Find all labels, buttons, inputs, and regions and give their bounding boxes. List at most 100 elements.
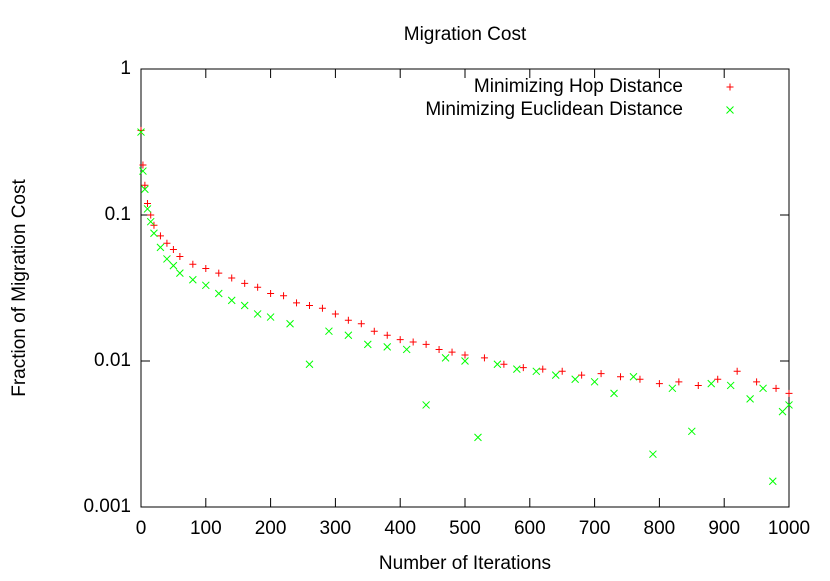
point: [714, 375, 722, 383]
point: [143, 205, 152, 213]
point: [286, 319, 294, 328]
point: [778, 407, 787, 416]
point: [293, 299, 301, 307]
legend-marker: [726, 106, 734, 114]
point: [396, 336, 404, 344]
point: [357, 320, 365, 328]
point: [733, 367, 741, 375]
point: [214, 289, 223, 298]
point: [141, 181, 149, 189]
point: [383, 342, 392, 351]
plot-frame: [140, 68, 790, 508]
point: [500, 360, 508, 368]
point: [150, 229, 158, 238]
point: [169, 246, 177, 254]
point: [280, 292, 288, 300]
x-tick-label: 300: [320, 518, 352, 539]
point: [318, 304, 326, 312]
point: [325, 327, 333, 336]
point: [188, 275, 197, 284]
point: [189, 260, 197, 268]
point: [202, 265, 210, 273]
x-tick-label: 900: [708, 518, 740, 539]
point: [617, 373, 625, 381]
point: [435, 345, 443, 353]
point: [551, 371, 560, 380]
point: [266, 313, 275, 321]
legend-marker: [726, 83, 734, 91]
x-tick-label: 0: [136, 518, 147, 539]
point: [137, 126, 145, 134]
point: [156, 243, 165, 252]
point: [163, 239, 171, 247]
point: [201, 281, 210, 290]
y-tick-label: 0.1: [105, 204, 131, 225]
point: [675, 378, 683, 386]
point: [163, 255, 171, 263]
y-tick-label: 1: [120, 58, 131, 79]
point: [636, 375, 644, 383]
point: [610, 389, 618, 398]
y-tick-label: 0.01: [94, 350, 131, 371]
point: [578, 371, 586, 379]
point: [558, 367, 566, 375]
legend-label: Minimizing Hop Distance: [474, 76, 683, 97]
chart-title: Migration Cost: [404, 24, 527, 45]
point: [228, 274, 236, 282]
point: [363, 340, 372, 349]
point: [571, 375, 580, 384]
point: [785, 389, 793, 397]
x-tick-label: 500: [449, 518, 481, 539]
point: [305, 301, 313, 309]
point: [785, 401, 793, 409]
point: [176, 252, 184, 260]
point: [694, 381, 702, 389]
x-tick-label: 400: [384, 518, 416, 539]
point: [139, 167, 147, 175]
point: [370, 327, 378, 335]
point: [146, 217, 155, 226]
point: [753, 378, 761, 386]
point: [402, 345, 411, 354]
point: [539, 365, 547, 373]
point: [461, 351, 469, 359]
x-axis-label: Number of Iterations: [379, 553, 551, 574]
point: [519, 364, 527, 372]
point: [141, 185, 149, 194]
point: [597, 370, 605, 378]
point: [331, 310, 339, 318]
point: [409, 338, 417, 346]
x-tick-label: 200: [255, 518, 287, 539]
x-tick-label: 800: [644, 518, 676, 539]
point: [746, 395, 754, 403]
point: [143, 199, 151, 207]
legend-label: Minimizing Euclidean Distance: [425, 99, 683, 120]
point: [156, 232, 164, 240]
x-tick-label: 600: [514, 518, 546, 539]
y-tick-label: 0.001: [83, 496, 131, 517]
point: [215, 269, 223, 277]
x-tick-label: 100: [190, 518, 222, 539]
point: [772, 384, 780, 392]
point: [532, 367, 541, 376]
point: [169, 261, 178, 270]
point: [383, 331, 391, 339]
x-tick-label: 700: [579, 518, 611, 539]
point: [493, 360, 502, 369]
point: [668, 384, 677, 393]
point: [254, 283, 262, 291]
point: [227, 296, 236, 305]
point: [267, 289, 275, 297]
point: [139, 161, 147, 169]
point: [768, 477, 777, 486]
point: [629, 372, 638, 381]
point: [726, 381, 735, 390]
point: [344, 331, 353, 340]
point: [137, 128, 145, 136]
point: [441, 354, 450, 362]
point: [687, 427, 696, 436]
point: [512, 365, 521, 373]
point: [707, 379, 716, 388]
point: [241, 279, 249, 287]
